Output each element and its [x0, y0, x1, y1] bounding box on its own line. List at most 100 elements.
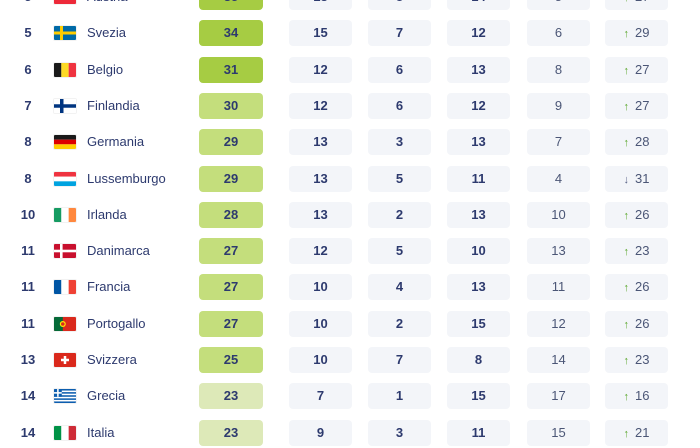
country-name: Finlandia: [87, 97, 140, 113]
previous-score-value: 23: [635, 352, 650, 367]
score-cell-c2: 8: [368, 0, 431, 10]
table-row: 14 Italia 23 9 3 11 15 ↑ 21: [0, 418, 700, 448]
score-cell-c3: 8: [447, 347, 510, 373]
score-cell-c2: 5: [368, 238, 431, 265]
score-cell-c1: 10: [289, 347, 352, 373]
score-cell-c2: 2: [368, 201, 431, 228]
rank-number: 7: [24, 97, 32, 113]
previous-score-value: 27: [635, 0, 649, 4]
arrow-up-icon: ↑: [623, 282, 630, 295]
score-cell-c2: 6: [368, 56, 431, 83]
score-cell-c1: 10: [289, 274, 352, 301]
score-cell-c3: 13: [447, 129, 510, 156]
rank-number: 11: [21, 243, 35, 259]
table-row: 11 Danimarca 27 12 5 10 13 ↑ 23: [0, 236, 700, 266]
arrow-up-icon: ↑: [624, 0, 630, 4]
score-cell-c4: 6: [527, 20, 590, 47]
flag-switzerland-icon: [54, 353, 76, 367]
arrow-up-icon: ↑: [623, 64, 630, 77]
table-row: 5 Svezia 34 15 7 12 6 ↑ 29: [0, 18, 700, 48]
arrow-up-icon: ↑: [623, 100, 630, 113]
total-score: 35: [199, 0, 263, 10]
score-cell-c3: 13: [447, 201, 510, 228]
total-score: 23: [199, 419, 263, 446]
arrow-up-icon: ↑: [623, 137, 630, 150]
rank-number: 6: [24, 61, 32, 77]
score-cell-c4: 17: [527, 383, 590, 410]
previous-score-value: 23: [635, 243, 650, 259]
score-cell-c3: 11: [447, 419, 510, 446]
arrow-up-icon: ↑: [623, 355, 630, 367]
score-cell-c3: 15: [447, 310, 510, 337]
previous-score-cell: ↑ 26: [605, 201, 668, 228]
flag-portugal-icon: [54, 316, 76, 331]
table-row: 8 Lussemburgo 29 13 5 11 4 ↓ 31: [0, 164, 700, 194]
flag-luxembourg-icon: [54, 171, 76, 186]
total-score: 27: [199, 274, 263, 301]
score-cell-c3: 12: [447, 92, 510, 119]
score-cell-c1: 9: [289, 419, 352, 446]
arrow-down-icon: ↓: [623, 173, 630, 186]
score-cell-c1: 13: [289, 129, 352, 156]
score-cell-c1: 13: [289, 201, 352, 228]
previous-score-cell: ↑ 27: [605, 56, 668, 83]
arrow-up-icon: ↑: [623, 246, 630, 259]
previous-score-cell: ↑ 21: [605, 419, 668, 446]
rank-number: 11: [21, 315, 35, 331]
rank-number: 8: [24, 170, 32, 186]
flag-italy-icon: [54, 425, 76, 440]
previous-score-value: 26: [635, 206, 650, 222]
score-cell-c1: 12: [289, 56, 352, 83]
arrow-up-icon: ↑: [623, 318, 630, 331]
score-cell-c1: 12: [289, 238, 352, 265]
table-row: 7 Finlandia 30 12 6 12 9 ↑ 27: [0, 91, 700, 121]
total-score: 29: [199, 165, 263, 192]
arrow-up-icon: ↑: [623, 391, 630, 404]
table-row: 6 Belgio 31 12 6 13 8 ↑ 27: [0, 55, 700, 85]
rank-number: 5: [24, 25, 32, 41]
score-cell-c4: 4: [527, 165, 590, 192]
score-cell-c4: 13: [527, 238, 590, 265]
previous-score-cell: ↑ 29: [605, 20, 668, 47]
score-cell-c3: 12: [447, 20, 510, 47]
score-cell-c3: 13: [447, 56, 510, 83]
flag-germany-icon: [54, 135, 76, 150]
previous-score-value: 27: [635, 61, 650, 77]
total-score: 27: [199, 310, 263, 337]
flag-finland-icon: [54, 98, 76, 113]
rank-number: 8: [24, 134, 32, 150]
score-cell-c3: 10: [447, 238, 510, 265]
total-score: 31: [199, 56, 263, 83]
country-name: Svizzera: [87, 352, 137, 367]
arrow-up-icon: ↑: [623, 209, 630, 222]
flag-belgium-icon: [54, 62, 76, 77]
previous-score-value: 26: [635, 315, 650, 331]
rank-number: 11: [21, 279, 35, 295]
previous-score-cell: ↑ 16: [605, 383, 668, 410]
table-row: 11 Portogallo 27 10 2 15 12 ↑ 26: [0, 309, 700, 339]
previous-score-value: 16: [635, 388, 650, 404]
previous-score-cell: ↑ 27: [605, 92, 668, 119]
previous-score-cell: ↑ 23: [605, 238, 668, 265]
country-name: Belgio: [87, 61, 124, 77]
table-row: 11 Francia 27 10 4 13 11 ↑ 26: [0, 272, 700, 302]
previous-score-cell: ↑ 23: [605, 347, 668, 373]
previous-score-cell: ↑ 26: [605, 274, 668, 301]
score-cell-c4: 15: [527, 419, 590, 446]
table-row: 8 Germania 29 13 3 13 7 ↑ 28: [0, 127, 700, 157]
score-cell-c1: 7: [289, 383, 352, 410]
rank-number: 5: [14, 0, 42, 12]
flag-austria-icon: [54, 0, 76, 4]
score-cell-c3: 13: [447, 274, 510, 301]
previous-score-value: 21: [635, 424, 650, 440]
previous-score-value: 28: [635, 134, 650, 150]
previous-score-cell: ↑ 26: [605, 310, 668, 337]
score-cell-c2: 5: [368, 165, 431, 192]
flag-sweden-icon: [54, 26, 76, 41]
previous-score-cell: ↓ 31: [605, 165, 668, 192]
previous-score-cell: ↑ 27: [605, 0, 668, 10]
flag-france-icon: [54, 280, 76, 295]
table-row: 10 Irlanda 28 13 2 13 10 ↑ 26: [0, 200, 700, 230]
score-cell-c4: 14: [527, 347, 590, 373]
score-cell-c2: 1: [368, 383, 431, 410]
